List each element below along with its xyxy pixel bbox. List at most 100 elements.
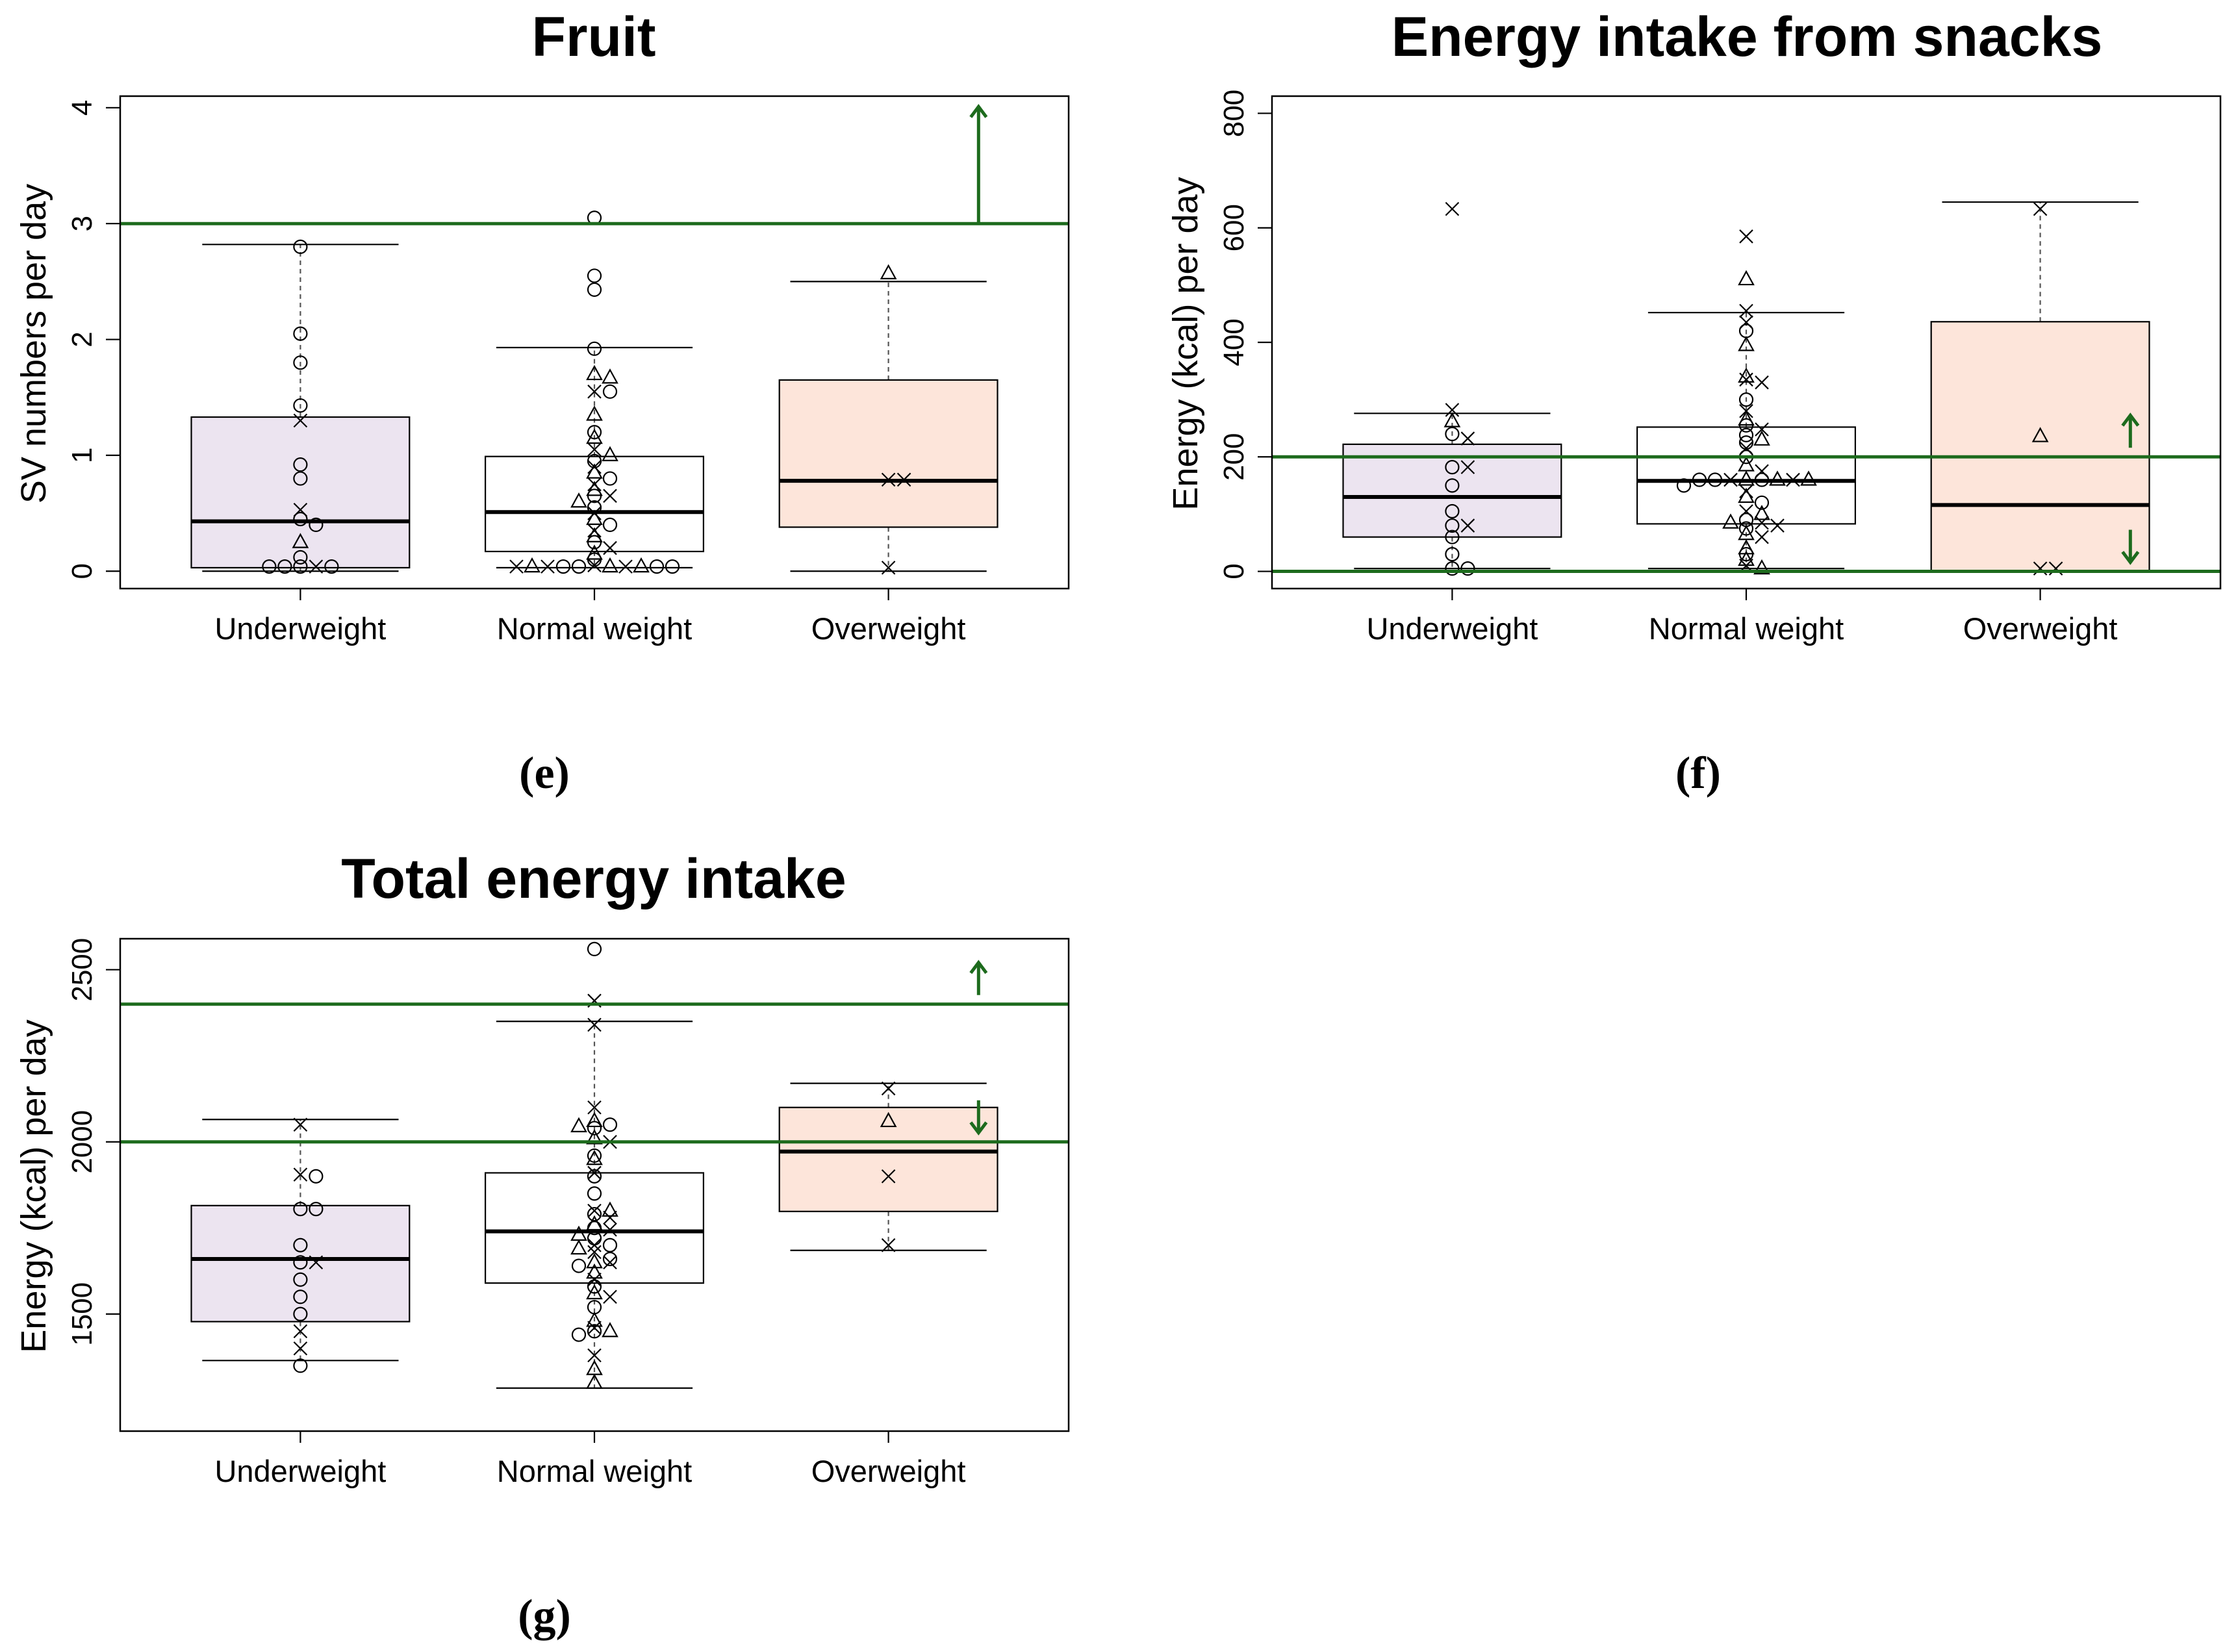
- data-point-circle: [1738, 392, 1754, 407]
- data-point-triangle: [1738, 539, 1755, 555]
- data-point-cross: [587, 1203, 602, 1218]
- data-point-circle: [293, 326, 308, 341]
- x-tick-label: Overweight: [811, 611, 966, 646]
- data-point-cross: [881, 561, 896, 575]
- point-layer: [293, 941, 897, 1389]
- data-point-circle: [1460, 561, 1475, 576]
- data-point-triangle: [1443, 412, 1461, 427]
- data-point-cross: [309, 1255, 324, 1270]
- y-tick-label: 400: [1218, 318, 1250, 366]
- box-underweight: [1342, 443, 1562, 538]
- data-point-triangle: [1769, 470, 1786, 486]
- data-point-circle: [1445, 518, 1460, 533]
- data-point-circle: [1707, 472, 1723, 487]
- data-point-cross: [603, 489, 617, 503]
- x-axis: Underweight Normal weight Overweight: [214, 1431, 965, 1488]
- data-point-triangle: [586, 1149, 603, 1165]
- data-point-cross: [587, 1100, 602, 1115]
- panel-label: (g): [518, 1591, 571, 1641]
- data-point-triangle: [880, 264, 897, 279]
- arrow-up-icon: [969, 959, 988, 974]
- data-point-cross: [1460, 431, 1475, 446]
- data-point-triangle: [1800, 470, 1817, 486]
- data-point-circle: [293, 239, 308, 254]
- data-point-circle: [587, 941, 602, 957]
- data-point-cross: [587, 558, 602, 573]
- data-point-cross: [587, 506, 602, 520]
- data-point-cross: [293, 1324, 308, 1339]
- data-point-triangle: [1753, 430, 1770, 446]
- x-axis: Underweight Normal weight Overweight: [214, 589, 965, 646]
- data-point-circle: [571, 559, 587, 574]
- data-point-circle: [571, 1327, 587, 1342]
- data-point-cross: [293, 1117, 308, 1132]
- y-tick-label: 600: [1218, 204, 1250, 251]
- data-point-circle: [1445, 478, 1460, 493]
- data-point-circle: [309, 1169, 324, 1184]
- y-axis-label: Energy (kcal) per day: [1166, 177, 1205, 510]
- y-tick-label: 2000: [66, 1110, 98, 1174]
- data-point-circle: [293, 457, 308, 472]
- data-point-cross: [603, 1223, 617, 1237]
- data-point-circle: [293, 355, 308, 370]
- data-point-cross: [1739, 372, 1753, 387]
- data-point-triangle: [1753, 559, 1770, 575]
- data-point-cross: [293, 1167, 308, 1182]
- data-point-cross: [881, 1238, 896, 1252]
- y-tick-label: 800: [1218, 90, 1250, 137]
- data-point-triangle: [602, 1201, 618, 1217]
- data-point-cross: [540, 559, 555, 574]
- data-point-circle: [587, 489, 602, 503]
- data-point-triangle: [2031, 427, 2049, 442]
- data-point-circle: [555, 559, 571, 574]
- data-point-cross: [881, 1081, 896, 1096]
- data-point-cross: [603, 1210, 617, 1225]
- box-layer: [190, 1021, 998, 1389]
- data-point-triangle: [633, 557, 650, 573]
- panel-label: (e): [519, 748, 570, 798]
- box-normal-weight: [1636, 426, 1857, 525]
- data-point-triangle: [1722, 513, 1739, 529]
- data-point-cross: [1755, 529, 1769, 544]
- data-point-circle: [665, 559, 680, 574]
- data-point-triangle: [586, 544, 603, 560]
- data-point-circle: [293, 1255, 308, 1270]
- data-point-circle: [602, 471, 618, 486]
- data-point-circle: [293, 1238, 308, 1252]
- data-point-circle: [324, 559, 339, 574]
- y-tick-label: 2500: [66, 938, 98, 1002]
- data-point-circle: [587, 1324, 602, 1339]
- data-point-triangle: [570, 492, 587, 508]
- data-point-triangle: [586, 1112, 603, 1128]
- data-point-circle: [602, 517, 618, 533]
- data-point-cross: [1739, 303, 1753, 318]
- data-point-cross: [881, 472, 896, 487]
- data-point-circle: [602, 1238, 618, 1252]
- x-tick-label: Overweight: [1963, 611, 2118, 646]
- reference-line-layer: [1272, 413, 2220, 574]
- data-point-cross: [2033, 201, 2048, 216]
- data-point-triangle: [586, 1263, 603, 1279]
- data-point-circle: [1445, 547, 1460, 562]
- data-point-cross: [1770, 518, 1785, 533]
- data-point-circle: [587, 268, 602, 283]
- chart-energy-intake-from-snacks: Energy intake from snacks Energy (kcal) …: [1166, 6, 2222, 798]
- data-point-cross: [1739, 229, 1753, 244]
- chart-title: Fruit: [531, 6, 655, 68]
- data-point-cross: [896, 472, 911, 487]
- data-point-cross: [587, 385, 602, 399]
- data-point-circle: [587, 341, 602, 356]
- data-point-circle: [1445, 561, 1460, 576]
- data-point-cross: [1755, 375, 1769, 390]
- chart-total-energy-intake: Total energy intake Energy (kcal) per da…: [14, 848, 1070, 1641]
- data-point-circle: [587, 1206, 602, 1222]
- data-point-cross: [1445, 201, 1460, 216]
- data-point-cross: [293, 1341, 308, 1356]
- data-point-circle: [1754, 495, 1770, 510]
- x-tick-label: Normal weight: [497, 1454, 692, 1488]
- data-point-cross: [309, 559, 324, 574]
- data-point-triangle: [602, 1321, 618, 1338]
- data-point-circle: [293, 1358, 308, 1373]
- y-tick-label: 1: [66, 448, 98, 463]
- data-point-cross: [1460, 460, 1475, 474]
